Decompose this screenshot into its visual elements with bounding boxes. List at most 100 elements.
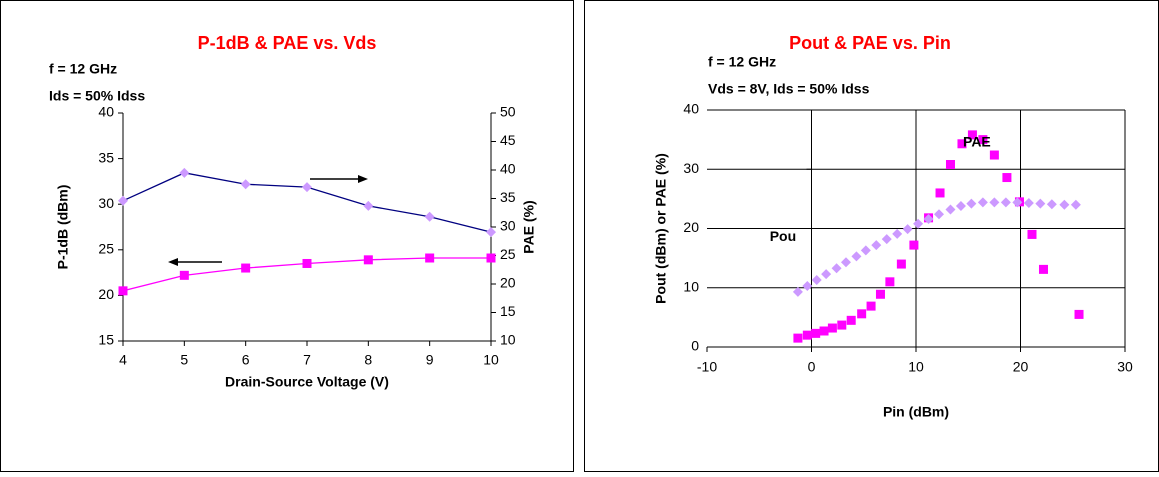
marker bbox=[896, 259, 906, 269]
y-tick-label: 30 bbox=[683, 160, 699, 176]
x-axis-label: Pin (dBm) bbox=[883, 404, 949, 420]
x-tick-label: 4 bbox=[119, 352, 127, 368]
x-tick-label: -10 bbox=[697, 359, 717, 375]
marker bbox=[831, 263, 842, 274]
marker bbox=[793, 333, 803, 343]
y-tick-label: 20 bbox=[683, 219, 699, 235]
marker bbox=[892, 228, 903, 239]
marker bbox=[792, 286, 803, 297]
y-tick-label: 20 bbox=[98, 286, 114, 302]
marker bbox=[179, 270, 189, 280]
marker bbox=[363, 200, 374, 211]
x-tick-label: 7 bbox=[303, 352, 311, 368]
marker bbox=[811, 275, 822, 286]
marker bbox=[1035, 198, 1046, 209]
x-tick-label: 10 bbox=[483, 352, 499, 368]
y2-tick-label: 35 bbox=[500, 189, 516, 205]
marker bbox=[486, 253, 496, 263]
marker bbox=[935, 188, 945, 198]
x-tick-label: 5 bbox=[180, 352, 188, 368]
y-tick-label: 10 bbox=[683, 278, 699, 294]
series-line bbox=[122, 172, 492, 233]
chart-title: Pout & PAE vs. Pin bbox=[789, 33, 951, 53]
panel-border bbox=[584, 0, 1159, 472]
arrow-head bbox=[358, 175, 368, 183]
x-tick-label: 8 bbox=[364, 352, 372, 368]
series-label: Pou bbox=[770, 228, 796, 244]
y-tick-label: 40 bbox=[683, 101, 699, 117]
marker bbox=[871, 240, 882, 251]
marker bbox=[860, 245, 871, 256]
x-tick-label: 10 bbox=[908, 359, 924, 375]
marker bbox=[1070, 199, 1081, 210]
marker bbox=[913, 218, 924, 229]
marker bbox=[118, 195, 128, 206]
marker bbox=[955, 200, 966, 211]
marker bbox=[179, 167, 190, 178]
y2-tick-label: 50 bbox=[500, 104, 516, 120]
y2-tick-label: 10 bbox=[500, 332, 516, 348]
y-tick-label: 40 bbox=[98, 104, 114, 120]
marker bbox=[837, 320, 847, 330]
marker bbox=[240, 179, 251, 190]
marker bbox=[1002, 173, 1012, 183]
marker bbox=[989, 197, 1000, 208]
marker bbox=[857, 309, 867, 319]
arrow-head bbox=[168, 258, 178, 266]
marker bbox=[978, 135, 988, 145]
chart-title: P-1dB & PAE vs. Vds bbox=[198, 33, 377, 53]
marker bbox=[846, 315, 856, 325]
x-tick-label: 0 bbox=[808, 359, 816, 375]
x-tick-label: 6 bbox=[242, 352, 250, 368]
marker bbox=[363, 255, 373, 265]
marker bbox=[819, 326, 829, 336]
y-axis-label: Pout (dBm) or PAE (%) bbox=[653, 153, 669, 304]
y-tick-label: 30 bbox=[98, 195, 114, 211]
x-tick-label: 30 bbox=[1117, 359, 1133, 375]
y-tick-label: 0 bbox=[691, 338, 699, 354]
marker bbox=[811, 328, 821, 338]
marker bbox=[1000, 197, 1011, 208]
annotation: Ids = 50% Idss bbox=[49, 88, 145, 104]
marker bbox=[989, 150, 999, 160]
x-tick-label: 9 bbox=[426, 352, 434, 368]
marker bbox=[821, 269, 832, 280]
marker bbox=[1059, 199, 1070, 210]
marker bbox=[945, 204, 956, 215]
marker bbox=[923, 214, 934, 225]
marker bbox=[945, 160, 955, 170]
marker bbox=[802, 280, 813, 291]
marker bbox=[118, 286, 128, 296]
marker bbox=[302, 258, 312, 268]
marker bbox=[802, 330, 812, 340]
y-tick-label: 15 bbox=[98, 332, 114, 348]
y-axis-label: P-1dB (dBm) bbox=[55, 185, 71, 270]
marker bbox=[902, 224, 913, 235]
marker bbox=[486, 227, 496, 238]
y2-tick-label: 15 bbox=[500, 303, 516, 319]
y2-tick-label: 20 bbox=[500, 275, 516, 291]
marker bbox=[425, 253, 435, 263]
series-label: PAE bbox=[963, 133, 991, 149]
marker bbox=[424, 211, 435, 222]
marker bbox=[875, 289, 885, 299]
marker bbox=[1023, 198, 1034, 209]
marker bbox=[966, 198, 977, 209]
marker bbox=[885, 277, 895, 287]
marker bbox=[881, 234, 892, 245]
y-tick-label: 25 bbox=[98, 241, 114, 257]
marker bbox=[977, 197, 988, 208]
marker bbox=[241, 263, 251, 273]
marker bbox=[1038, 264, 1048, 274]
y2-tick-label: 40 bbox=[500, 161, 516, 177]
annotation: f = 12 GHz bbox=[49, 61, 117, 77]
x-axis-label: Drain-Source Voltage (V) bbox=[225, 374, 389, 390]
y2-tick-label: 45 bbox=[500, 132, 516, 148]
marker bbox=[1012, 197, 1023, 208]
marker bbox=[851, 251, 862, 262]
marker bbox=[967, 130, 977, 140]
marker bbox=[866, 301, 876, 311]
marker bbox=[827, 323, 837, 333]
